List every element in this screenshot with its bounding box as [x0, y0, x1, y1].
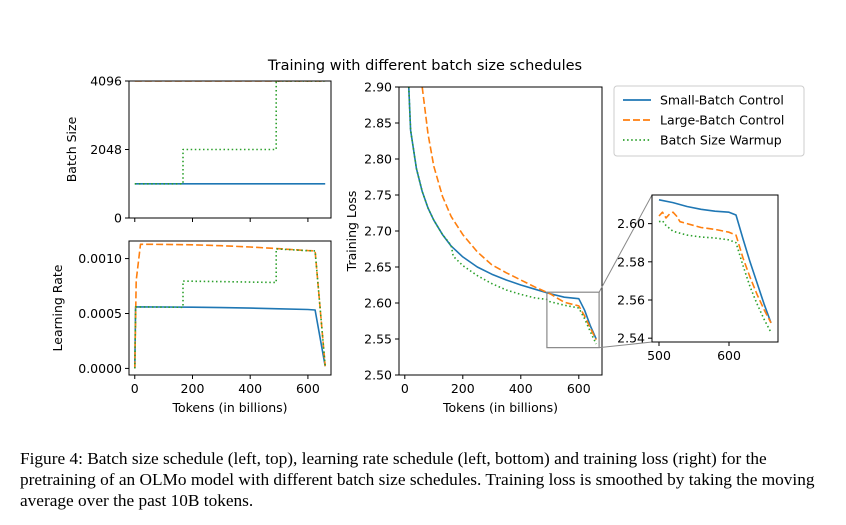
inset-axes-frame [651, 194, 779, 343]
legend-label-large: Large-Batch Control [660, 113, 784, 128]
inset-ytick-label: 2.58 [617, 254, 645, 269]
loss-ytick-label: 2.55 [364, 332, 392, 347]
training-loss-panel: 2.50 2.55 2.60 2.65 2.70 2.75 2.80 2.85 2.90 0 200… [344, 80, 603, 415]
inset-series-warmup-line [658, 220, 772, 333]
legend-frame [613, 85, 805, 157]
loss-axes-frame [398, 86, 603, 376]
lr-y-axis-label: Learning Rate [50, 264, 65, 351]
legend-label-small: Small-Batch Control [660, 93, 784, 108]
inset-ytick-label: 2.56 [617, 293, 645, 308]
loss-xtick-label: 0 [401, 381, 409, 396]
batch-y-axis-label: Batch Size [64, 116, 79, 182]
lr-xtick-label: 400 [238, 381, 262, 396]
inset-series-large-line [658, 211, 772, 324]
inset-ytick-label: 2.54 [617, 331, 645, 346]
batch-series-warmup-line [134, 81, 326, 185]
figure: Training with different batch size sched… [50, 58, 805, 415]
inset-ytick-label: 2.60 [617, 216, 645, 231]
batch-axes-frame [128, 80, 332, 219]
loss-series-large-line [421, 87, 597, 341]
zoom-connector-top [598, 194, 653, 293]
batch-size-panel: 0 2048 4096 Batch Size [64, 74, 332, 226]
lr-xtick-label: 600 [296, 381, 320, 396]
loss-ytick-label: 2.65 [364, 260, 392, 275]
batch-ytick-label: 0 [114, 211, 122, 226]
legend: Small-Batch Control Large-Batch Control Ba… [613, 85, 805, 157]
lr-ytick-label: 0.0000 [78, 361, 122, 376]
legend-label-warmup: Batch Size Warmup [660, 133, 782, 148]
batch-ytick-label: 2048 [90, 142, 122, 157]
loss-x-axis-label: Tokens (in billions) [442, 400, 558, 415]
inset-xtick-label: 500 [647, 348, 671, 363]
loss-xtick-label: 400 [509, 381, 533, 396]
loss-ytick-label: 2.70 [364, 224, 392, 239]
zoom-connector-bottom [599, 341, 653, 349]
loss-ytick-label: 2.50 [364, 368, 392, 383]
loss-ytick-label: 2.85 [364, 116, 392, 131]
lr-xtick-label: 0 [131, 381, 139, 396]
batch-ytick-label: 4096 [90, 74, 122, 89]
loss-ytick-label: 2.75 [364, 188, 392, 203]
inset-xtick-label: 600 [717, 348, 741, 363]
zoom-region-box [546, 291, 600, 349]
inset-panel: 2.54 2.56 2.58 2.60 500 600 [617, 194, 779, 363]
lr-ytick-label: 0.0005 [78, 306, 122, 321]
loss-xtick-label: 200 [451, 381, 475, 396]
inset-series-small-line [658, 199, 772, 324]
learning-rate-panel: 0.0000 0.0005 0.0010 0 200 400 600 Learning Rat… [50, 240, 332, 415]
lr-axes-frame [128, 240, 332, 376]
lr-series-small-line [134, 306, 326, 369]
loss-ytick-label: 2.80 [364, 152, 392, 167]
loss-xtick-label: 600 [567, 381, 591, 396]
loss-series-warmup-line [407, 87, 597, 345]
figure-title: Training with different batch size sched… [267, 58, 582, 74]
zoom-connectors [546, 194, 653, 349]
figure-caption: Figure 4: Batch size schedule (left, top… [20, 449, 815, 510]
lr-ytick-label: 0.0010 [78, 251, 122, 266]
lr-xtick-label: 200 [181, 381, 205, 396]
loss-y-axis-label: Training Loss [344, 191, 359, 273]
lr-series-warmup-line [134, 248, 326, 369]
lr-x-axis-label: Tokens (in billions) [171, 400, 287, 415]
loss-ytick-label: 2.90 [364, 80, 392, 95]
loss-ytick-label: 2.60 [364, 296, 392, 311]
loss-series-small-line [407, 87, 597, 340]
